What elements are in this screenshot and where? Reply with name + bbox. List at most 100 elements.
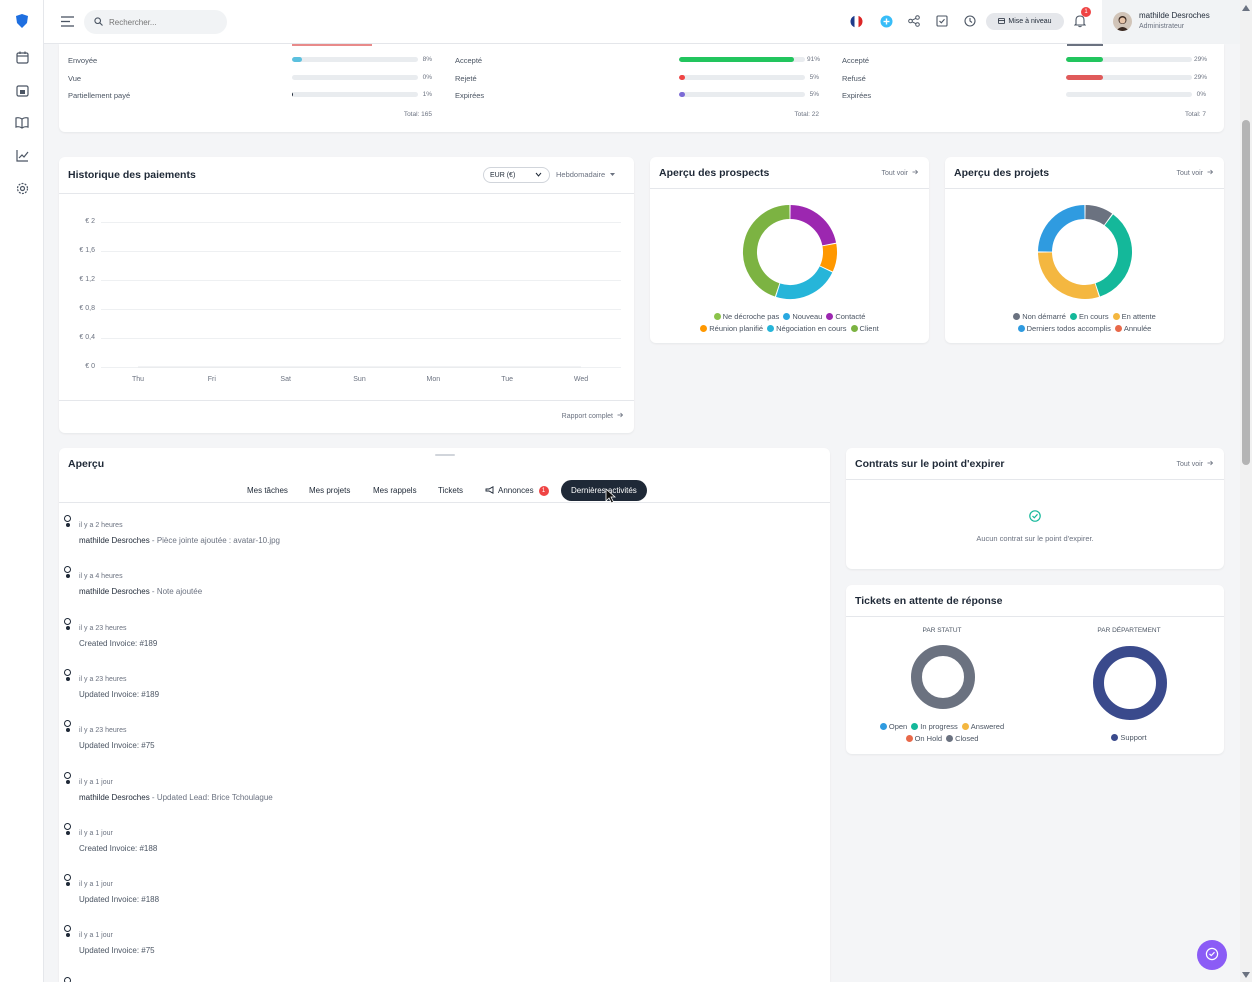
tab-latest-activities[interactable]: Dernières activités xyxy=(561,480,647,501)
legend-swatch xyxy=(946,735,954,742)
add-icon[interactable] xyxy=(880,15,893,30)
legend-item[interactable]: In progress xyxy=(911,722,958,731)
x-tick-label: Thu xyxy=(131,376,145,383)
dept-donut-slice[interactable] xyxy=(1093,646,1167,720)
contracts-see-all[interactable]: Tout voir xyxy=(1176,460,1214,468)
bell-icon[interactable] xyxy=(1073,14,1087,30)
projects-donut-slice[interactable] xyxy=(1038,205,1085,252)
calendar-icon[interactable] xyxy=(14,49,30,65)
legend-item[interactable]: Réunion planifié xyxy=(700,324,763,333)
legend-item[interactable]: Négociation en cours xyxy=(767,324,847,333)
legend-item[interactable]: Client xyxy=(850,324,879,333)
task-check-icon[interactable] xyxy=(936,15,948,29)
book-icon[interactable] xyxy=(14,114,30,130)
summary-progress-bar xyxy=(292,57,418,62)
tab-my-projects[interactable]: Mes projets xyxy=(309,480,350,501)
activity-time: il y a 4 heures xyxy=(79,573,123,581)
activity-description: Updated Invoice: #189 xyxy=(79,690,159,699)
projects-donut-chart xyxy=(1038,205,1132,299)
status-donut-slice[interactable] xyxy=(911,645,975,709)
upgrade-button[interactable]: Mise à niveau xyxy=(986,13,1064,30)
legend-item[interactable]: On Hold xyxy=(905,734,943,743)
activity-user[interactable]: mathilde Desroches xyxy=(79,536,150,545)
x-tick-label: Sat xyxy=(280,376,291,383)
search-input[interactable] xyxy=(109,17,219,27)
tab-tickets[interactable]: Tickets xyxy=(438,480,463,501)
summary-row-label: Vue xyxy=(68,74,82,83)
payments-card: Historique des paiements EUR (€) Hebdoma… xyxy=(59,157,634,433)
projects-see-all[interactable]: Tout voir xyxy=(1177,169,1214,177)
legend-item[interactable]: Non démarré xyxy=(1013,312,1066,321)
prospects-donut-slice[interactable] xyxy=(776,266,833,299)
summary-row-percent: 1% xyxy=(422,91,432,98)
chart-icon[interactable] xyxy=(14,147,30,163)
legend-label: Négociation en cours xyxy=(776,324,847,333)
legend-item[interactable]: Nouveau xyxy=(783,312,822,321)
user-menu[interactable]: mathilde Desroches Administrateur xyxy=(1102,0,1240,44)
scrollbar[interactable] xyxy=(1240,0,1252,982)
tab-label: Mes tâches xyxy=(247,486,288,495)
currency-select[interactable]: EUR (€) xyxy=(483,167,550,183)
full-report-link[interactable]: Rapport complet xyxy=(562,412,624,420)
legend-label: On Hold xyxy=(914,734,943,743)
legend-item[interactable]: Annulée xyxy=(1114,324,1151,333)
legend-item[interactable]: Ne décroche pas xyxy=(713,312,779,321)
tab-my-reminders[interactable]: Mes rappels xyxy=(373,480,417,501)
activity-user[interactable]: mathilde Desroches xyxy=(79,587,150,597)
legend-item[interactable]: Open xyxy=(879,722,907,731)
projects-donut-slice[interactable] xyxy=(1095,214,1132,297)
prospects-donut-slice[interactable] xyxy=(819,243,837,272)
clock-icon[interactable] xyxy=(964,15,976,29)
projects-donut-slice[interactable] xyxy=(1038,252,1099,299)
logo-icon[interactable] xyxy=(14,13,30,29)
legend-item[interactable]: Closed xyxy=(946,734,978,743)
mouse-cursor-icon xyxy=(605,488,617,506)
x-tick-label: Tue xyxy=(501,376,514,383)
legend-label: Non démarré xyxy=(1022,312,1066,321)
legend-swatch xyxy=(879,723,887,730)
prospects-donut-slice[interactable] xyxy=(790,205,837,246)
payments-line-svg xyxy=(138,366,581,368)
summary-accent-line-2 xyxy=(1067,44,1103,46)
activity-user[interactable]: mathilde Desroches xyxy=(79,792,150,802)
legend-item[interactable]: Derniers todos accomplis xyxy=(1017,324,1111,333)
contracts-see-all-label: Tout voir xyxy=(1176,460,1203,468)
calendar-check-icon[interactable] xyxy=(14,82,30,98)
scroll-down-icon[interactable] xyxy=(1242,971,1250,980)
y-tick-label: € 0,4 xyxy=(79,334,95,341)
activity-text: - Updated Lead: Brice Tchoulague xyxy=(149,792,273,802)
timeline-dot-icon xyxy=(66,574,70,579)
drag-handle[interactable] xyxy=(435,454,455,456)
scroll-up-icon[interactable] xyxy=(1242,4,1250,13)
projects-donut-slice[interactable] xyxy=(1085,205,1113,226)
activity-time: il y a 1 jour xyxy=(79,932,113,940)
activity-time: il y a 1 jour xyxy=(79,778,113,786)
x-tick-label: Sun xyxy=(353,376,366,383)
legend-item[interactable]: Support xyxy=(1111,733,1147,742)
french-flag-icon[interactable] xyxy=(850,15,863,30)
period-select[interactable]: Hebdomadaire xyxy=(556,170,616,179)
upgrade-label: Mise à niveau xyxy=(1008,18,1052,25)
prospects-title: Aperçu des prospects xyxy=(659,167,770,179)
legend-row: On Hold Closed xyxy=(846,734,1038,744)
share-icon[interactable] xyxy=(908,15,920,29)
tab-announcements[interactable]: Annonces 1 xyxy=(485,480,549,501)
tab-my-tasks[interactable]: Mes tâches xyxy=(247,480,288,501)
prospects-donut-slice[interactable] xyxy=(743,205,790,297)
legend-item[interactable]: En attente xyxy=(1112,312,1156,321)
legend-item[interactable]: Contacté xyxy=(826,312,865,321)
prospects-see-all[interactable]: Tout voir xyxy=(882,169,919,177)
search-box[interactable] xyxy=(84,10,227,34)
gear-icon[interactable] xyxy=(14,180,30,196)
menu-icon[interactable] xyxy=(61,16,74,29)
legend-item[interactable]: Answered xyxy=(961,722,1004,731)
scroll-thumb[interactable] xyxy=(1242,120,1250,465)
prospects-legend: Ne décroche pas Nouveau Contacté Réunion pl… xyxy=(650,312,929,340)
by-department-label: PAR DÉPARTEMENT xyxy=(1097,627,1161,634)
activity-description: Updated Invoice: #75 xyxy=(79,741,155,750)
summary-progress-bar xyxy=(292,92,418,97)
chat-fab-button[interactable] xyxy=(1197,940,1227,970)
activity-time: il y a 23 heures xyxy=(79,675,127,683)
legend-item[interactable]: En cours xyxy=(1069,312,1109,321)
caret-down-icon xyxy=(610,170,616,179)
